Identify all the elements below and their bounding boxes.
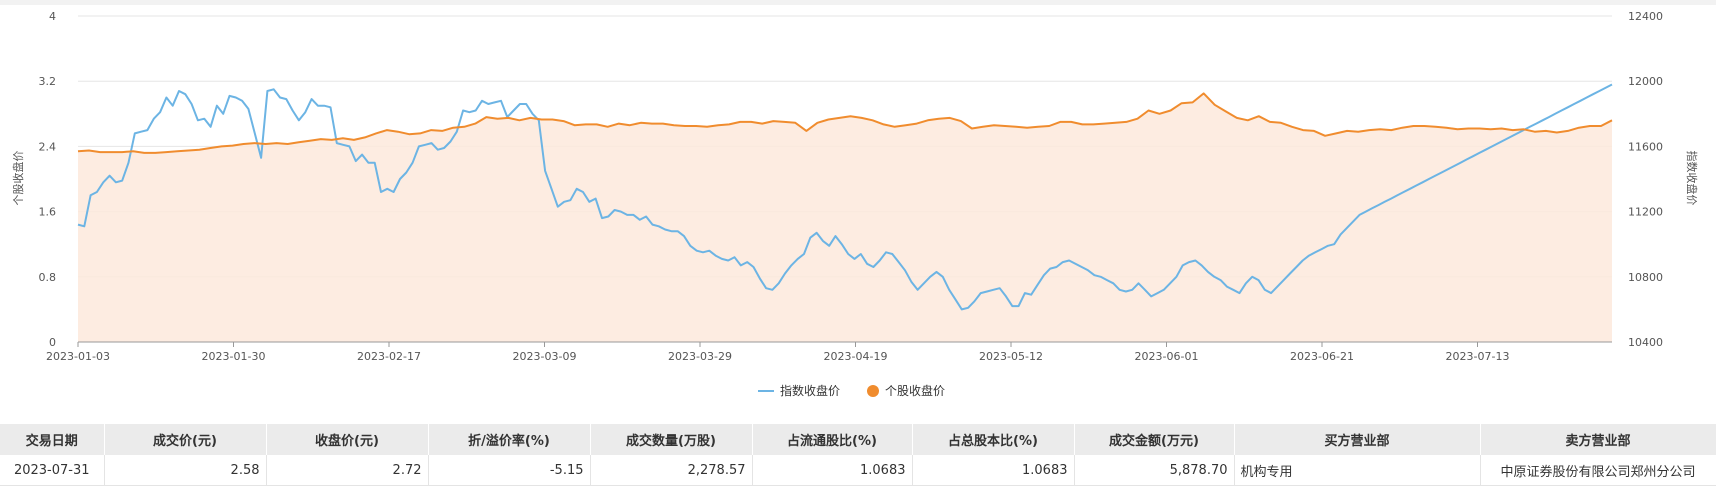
- x-tick-label: 2023-06-01: [1135, 350, 1199, 363]
- right-axis-ticks: 10400 10800 11200 11600 12000 12400: [1628, 10, 1663, 349]
- cell-trade-date: 2023-07-31: [0, 455, 105, 486]
- cell-volume: 2,278.57: [590, 455, 753, 486]
- cell-trade-price: 2.58: [104, 455, 267, 486]
- stock-price-area: [78, 93, 1612, 343]
- x-tick-label: 2023-03-09: [513, 350, 577, 363]
- left-axis-ticks: 0 0.8 1.6 2.4 3.2 4: [39, 10, 57, 349]
- x-tick-label: 2023-07-13: [1446, 350, 1510, 363]
- series-lines: [77, 83, 1613, 311]
- left-tick-label: 0.8: [39, 271, 57, 284]
- left-axis-title: 个股收盘价: [11, 151, 25, 206]
- left-tick-label: 4: [49, 10, 56, 23]
- cell-total-ratio: 1.0683: [912, 455, 1075, 486]
- index-close-line: [77, 83, 1613, 311]
- col-close-price: 收盘价(元): [266, 424, 429, 455]
- right-tick-label: 10800: [1628, 271, 1663, 284]
- legend-index-label: 指数收盘价: [780, 383, 840, 398]
- table-row: 2023-07-31 2.58 2.72 -5.15 2,278.57 1.06…: [0, 455, 1716, 486]
- right-tick-label: 12400: [1628, 10, 1663, 23]
- col-total-ratio: 占总股本比(%): [912, 424, 1075, 455]
- cell-float-ratio: 1.0683: [752, 455, 913, 486]
- x-tick-label: 2023-06-21: [1290, 350, 1354, 363]
- price-chart: 2023-01-03 2023-01-30 2023-02-17 2023-03-09…: [11, 10, 1699, 398]
- col-premium-rate: 折/溢价率(%): [428, 424, 591, 455]
- x-axis-ticks: 2023-01-03 2023-01-30 2023-02-17 2023-03-09…: [46, 342, 1509, 363]
- col-trade-date: 交易日期: [0, 424, 105, 455]
- cell-premium-rate: -5.15: [428, 455, 591, 486]
- col-amount: 成交金额(万元): [1074, 424, 1235, 455]
- col-seller: 卖方营业部: [1480, 424, 1716, 455]
- left-tick-label: 2.4: [39, 140, 57, 153]
- col-trade-price: 成交价(元): [104, 424, 267, 455]
- right-tick-label: 12000: [1628, 75, 1663, 88]
- right-tick-label: 11200: [1628, 206, 1663, 219]
- right-axis-title: 指数收盘价: [1685, 151, 1699, 206]
- x-tick-label: 2023-03-29: [668, 350, 732, 363]
- col-buyer: 买方营业部: [1234, 424, 1481, 455]
- x-tick-label: 2023-04-19: [824, 350, 888, 363]
- x-tick-label: 2023-02-17: [357, 350, 421, 363]
- cell-seller: 中原证券股份有限公司郑州分公司: [1480, 455, 1716, 486]
- x-tick-label: 2023-01-30: [202, 350, 266, 363]
- cell-buyer: 机构专用: [1234, 455, 1481, 486]
- left-tick-label: 1.6: [39, 206, 57, 219]
- right-tick-label: 10400: [1628, 336, 1663, 349]
- right-tick-label: 11600: [1628, 140, 1663, 153]
- x-tick-label: 2023-05-12: [979, 350, 1043, 363]
- cell-close-price: 2.72: [266, 455, 429, 486]
- block-trade-table: 交易日期 成交价(元) 收盘价(元) 折/溢价率(%) 成交数量(万股) 占流通…: [0, 424, 1716, 486]
- col-volume: 成交数量(万股): [590, 424, 753, 455]
- left-tick-label: 0: [49, 336, 56, 349]
- chart-legend[interactable]: 指数收盘价 个股收盘价: [758, 383, 945, 398]
- col-float-ratio: 占流通股比(%): [752, 424, 913, 455]
- table-header-row: 交易日期 成交价(元) 收盘价(元) 折/溢价率(%) 成交数量(万股) 占流通…: [0, 424, 1716, 455]
- cell-amount: 5,878.70: [1074, 455, 1235, 486]
- top-bar: [0, 0, 1716, 5]
- stock-close-line: [77, 92, 1613, 154]
- legend-stock-marker: [867, 385, 879, 397]
- left-tick-label: 3.2: [39, 75, 57, 88]
- legend-stock-label: 个股收盘价: [885, 383, 945, 398]
- x-tick-label: 2023-01-03: [46, 350, 110, 363]
